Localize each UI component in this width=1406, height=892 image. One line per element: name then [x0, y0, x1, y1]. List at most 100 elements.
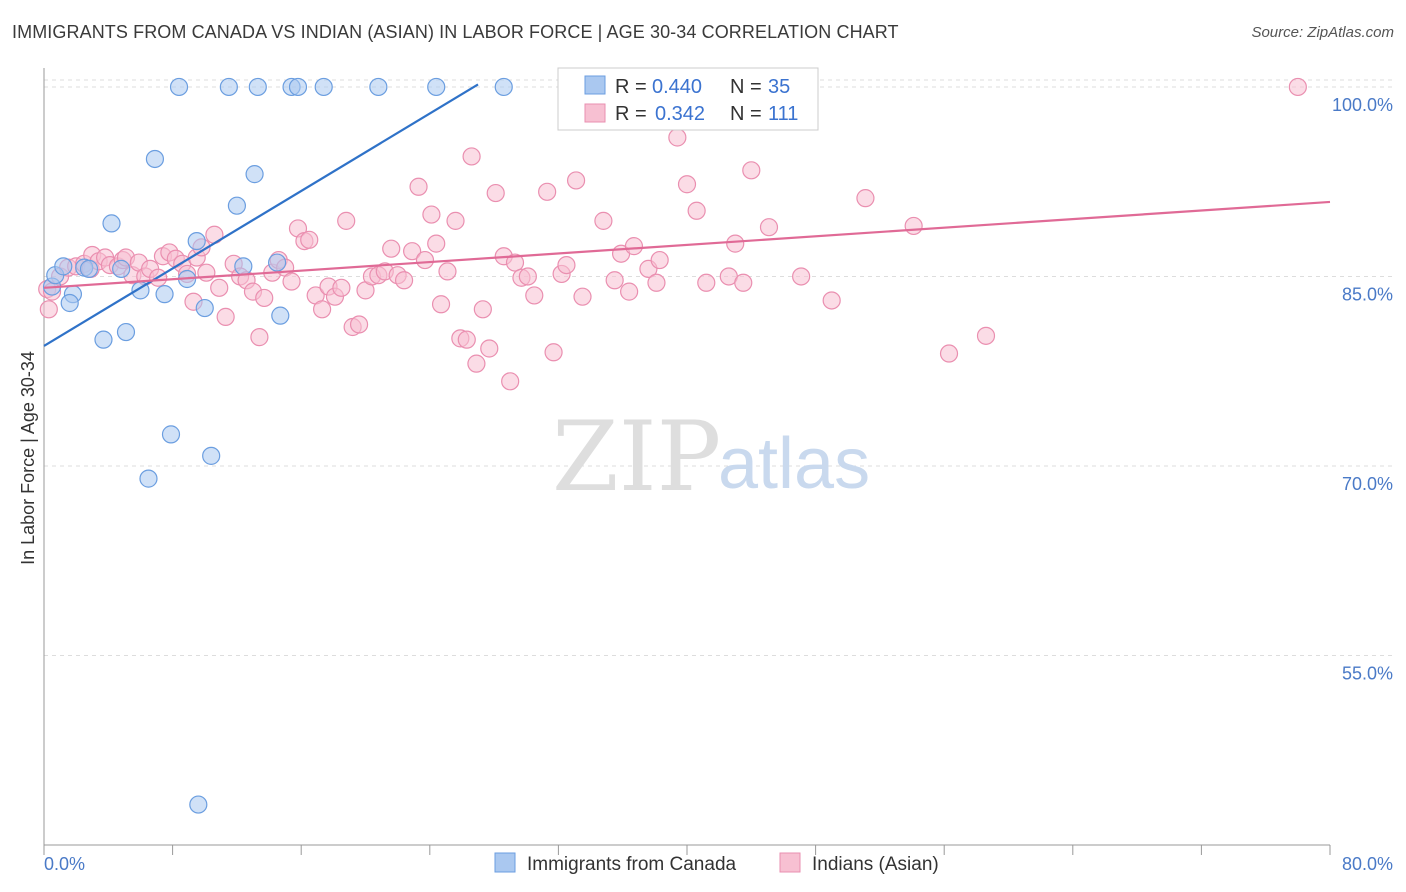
- data-point-canada: [369, 77, 388, 97]
- data-point-indians: [255, 288, 274, 308]
- data-point-canada: [187, 231, 206, 251]
- data-point-canada: [267, 253, 287, 272]
- data-point-indians: [39, 300, 58, 319]
- data-point-indians: [557, 255, 576, 275]
- legend-n-label-pink: N =: [730, 103, 762, 125]
- data-point-indians: [624, 237, 644, 256]
- data-point-indians: [486, 183, 505, 203]
- data-point-canada: [427, 77, 446, 97]
- data-point-canada: [155, 285, 174, 304]
- legend-r-value-blue: 0.440: [652, 76, 702, 98]
- data-point-indians: [939, 344, 959, 363]
- data-point-canada: [494, 77, 513, 97]
- data-point-canada: [202, 446, 221, 465]
- data-point-indians: [300, 230, 319, 249]
- data-point-canada: [79, 259, 99, 278]
- data-point-canada: [288, 77, 308, 97]
- data-point-indians: [210, 278, 229, 297]
- data-point-indians: [726, 234, 745, 253]
- data-point-canada: [189, 795, 208, 814]
- data-point-indians: [742, 161, 761, 180]
- bottom-legend-label-indians: Indians (Asian): [812, 854, 939, 875]
- data-point-indians: [518, 267, 537, 286]
- trend-lines: [43, 83, 1331, 347]
- data-point-canada: [54, 257, 73, 276]
- data-point-indians: [904, 216, 923, 236]
- watermark-atlas: atlas: [718, 424, 870, 504]
- data-point-indians: [312, 300, 332, 319]
- legend-swatch-pink: [584, 103, 606, 123]
- bottom-legend: Immigrants from Canada Indians (Asian): [494, 852, 939, 875]
- data-point-indians: [1288, 77, 1307, 97]
- x-tick-label: 0.0%: [44, 854, 85, 874]
- data-point-indians: [594, 211, 613, 230]
- trend-line-indians: [43, 200, 1331, 289]
- data-point-canada: [60, 293, 79, 313]
- data-point-canada: [271, 306, 290, 325]
- data-point-indians: [337, 211, 356, 230]
- watermark: ZIP atlas: [552, 401, 870, 513]
- y-tick-label: 70.0%: [1342, 474, 1393, 494]
- data-point-indians: [409, 177, 428, 196]
- data-point-canada: [94, 330, 113, 349]
- grid-lines: [44, 79, 1392, 656]
- data-point-indians: [250, 328, 269, 347]
- data-point-canada: [161, 425, 181, 444]
- data-point-canada: [234, 257, 253, 276]
- data-point-indians: [403, 242, 422, 261]
- data-point-indians: [525, 286, 544, 305]
- data-point-indians: [566, 171, 586, 190]
- series-immigrants-canada: [42, 77, 513, 814]
- legend-n-value-blue: 35: [768, 76, 790, 98]
- x-tick-label: 80.0%: [1342, 854, 1393, 874]
- source-label: Source: ZipAtlas.com: [1251, 24, 1394, 41]
- data-point-indians: [462, 147, 481, 166]
- y-tick-label: 85.0%: [1342, 284, 1393, 304]
- data-point-indians: [394, 271, 414, 290]
- x-tick-labels: 0.0% 80.0%: [44, 854, 1393, 874]
- trend-line-canada: [43, 83, 479, 347]
- data-point-indians: [650, 250, 669, 270]
- data-point-canada: [139, 469, 158, 488]
- data-point-indians: [431, 295, 451, 314]
- data-point-canada: [145, 149, 165, 169]
- y-tick-label: 55.0%: [1342, 663, 1393, 683]
- legend-box: R = 0.440 N = 35 R = 0.342 N = 111: [557, 67, 819, 131]
- data-point-canada: [102, 214, 121, 233]
- data-point-indians: [605, 271, 624, 290]
- bottom-legend-swatch-pink: [779, 852, 801, 873]
- data-point-indians: [505, 253, 525, 272]
- data-point-indians: [457, 330, 476, 349]
- data-point-indians: [438, 262, 457, 281]
- data-point-indians: [620, 282, 639, 301]
- data-point-indians: [822, 291, 841, 310]
- legend-r-label-blue: R =: [615, 76, 647, 98]
- data-point-indians: [538, 182, 557, 201]
- legend-n-value-pink: 111: [768, 103, 798, 125]
- data-point-indians: [427, 234, 446, 253]
- data-point-canada: [314, 77, 333, 97]
- data-point-indians: [668, 128, 687, 147]
- data-point-indians: [792, 267, 811, 286]
- chart-title: IMMIGRANTS FROM CANADA VS INDIAN (ASIAN)…: [12, 22, 899, 42]
- legend-swatch-blue: [584, 75, 606, 95]
- bottom-legend-label-canada: Immigrants from Canada: [527, 854, 737, 875]
- data-point-indians: [473, 300, 492, 319]
- data-point-indians: [697, 273, 716, 292]
- data-point-indians: [647, 273, 666, 292]
- data-point-indians: [976, 326, 996, 345]
- data-point-indians: [197, 263, 216, 282]
- data-point-canada: [245, 165, 264, 184]
- data-point-indians: [216, 307, 235, 326]
- data-point-canada: [169, 77, 189, 97]
- data-point-indians: [422, 205, 441, 224]
- data-point-indians: [856, 189, 875, 208]
- data-point-indians: [759, 218, 779, 237]
- data-point-indians: [282, 272, 301, 291]
- y-tick-label: 100.0%: [1332, 95, 1393, 115]
- bottom-legend-swatch-blue: [494, 852, 516, 873]
- data-point-indians: [467, 354, 486, 373]
- data-point-indians: [415, 250, 435, 270]
- data-point-indians: [687, 201, 706, 220]
